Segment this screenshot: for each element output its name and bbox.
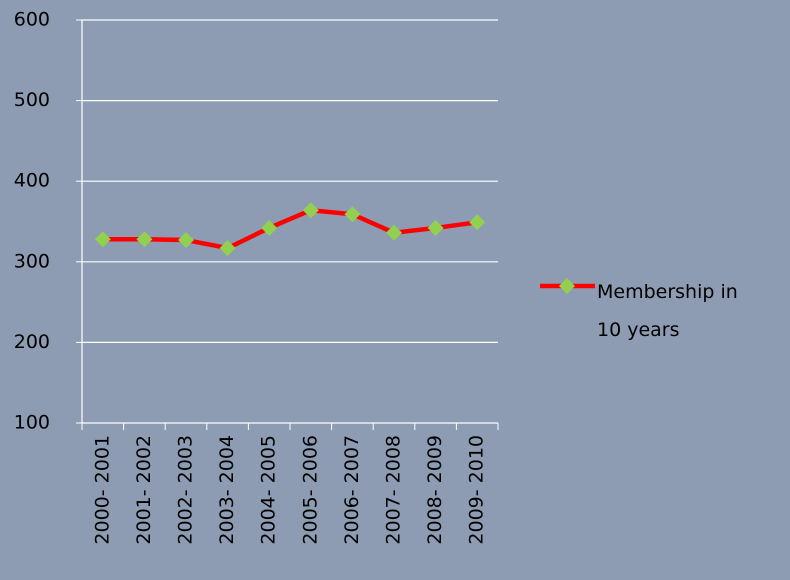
x-tick-label: 2004- 2005 — [258, 435, 280, 545]
data-point — [469, 214, 486, 231]
x-tick-label: 2001- 2002 — [133, 435, 155, 545]
data-point — [427, 219, 444, 236]
x-tick-label: 2009- 2010 — [466, 435, 488, 545]
data-point — [302, 202, 319, 219]
data-point — [178, 232, 194, 249]
data-point — [136, 231, 153, 248]
x-tick-label: 2008- 2009 — [424, 435, 446, 545]
y-tick-label: 600 — [14, 9, 50, 31]
x-tick-label: 2002- 2003 — [175, 435, 197, 545]
series-line — [102, 207, 478, 251]
x-tick-label: 2006- 2007 — [341, 435, 363, 545]
data-point — [261, 219, 278, 236]
legend-label: Membership in 10 years — [597, 281, 738, 341]
y-tick-label: 300 — [14, 250, 50, 272]
legend-marker — [559, 278, 575, 294]
x-tick-label: 2005- 2006 — [299, 435, 321, 545]
data-point — [219, 240, 236, 257]
data-point — [94, 231, 111, 248]
x-tick-label: 2000- 2001 — [91, 435, 113, 545]
data-point — [344, 206, 361, 223]
y-tick-label: 100 — [14, 412, 50, 434]
y-tick-label: 200 — [14, 331, 50, 353]
y-tick-label: 500 — [14, 89, 50, 111]
y-tick-label: 400 — [14, 170, 50, 192]
x-tick-label: 2003- 2004 — [216, 435, 238, 545]
data-point — [386, 224, 402, 241]
x-tick-label: 2007- 2008 — [383, 435, 405, 545]
